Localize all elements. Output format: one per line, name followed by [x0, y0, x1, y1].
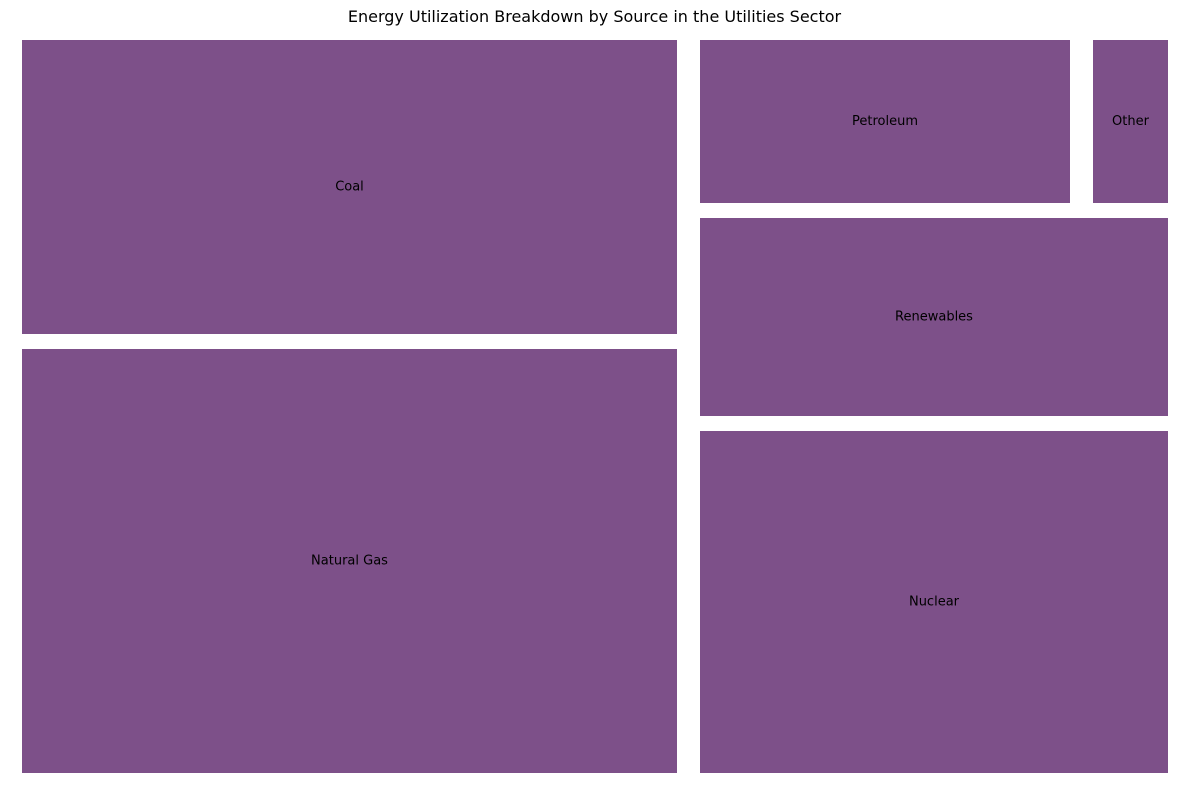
tile-label-renewables: Renewables: [895, 310, 973, 325]
tile-nuclear: [700, 431, 1168, 773]
tile-petroleum: [700, 40, 1070, 203]
tile-natural-gas: [22, 349, 677, 773]
tile-label-natural-gas: Natural Gas: [311, 554, 388, 569]
tile-label-petroleum: Petroleum: [852, 114, 918, 129]
tile-other: [1093, 40, 1168, 203]
chart-title: Energy Utilization Breakdown by Source i…: [347, 7, 842, 26]
tile-label-coal: Coal: [335, 180, 364, 195]
tile-renewables: [700, 218, 1168, 416]
tile-label-other: Other: [1112, 114, 1150, 129]
tile-label-nuclear: Nuclear: [909, 595, 960, 610]
tile-coal: [22, 40, 677, 334]
